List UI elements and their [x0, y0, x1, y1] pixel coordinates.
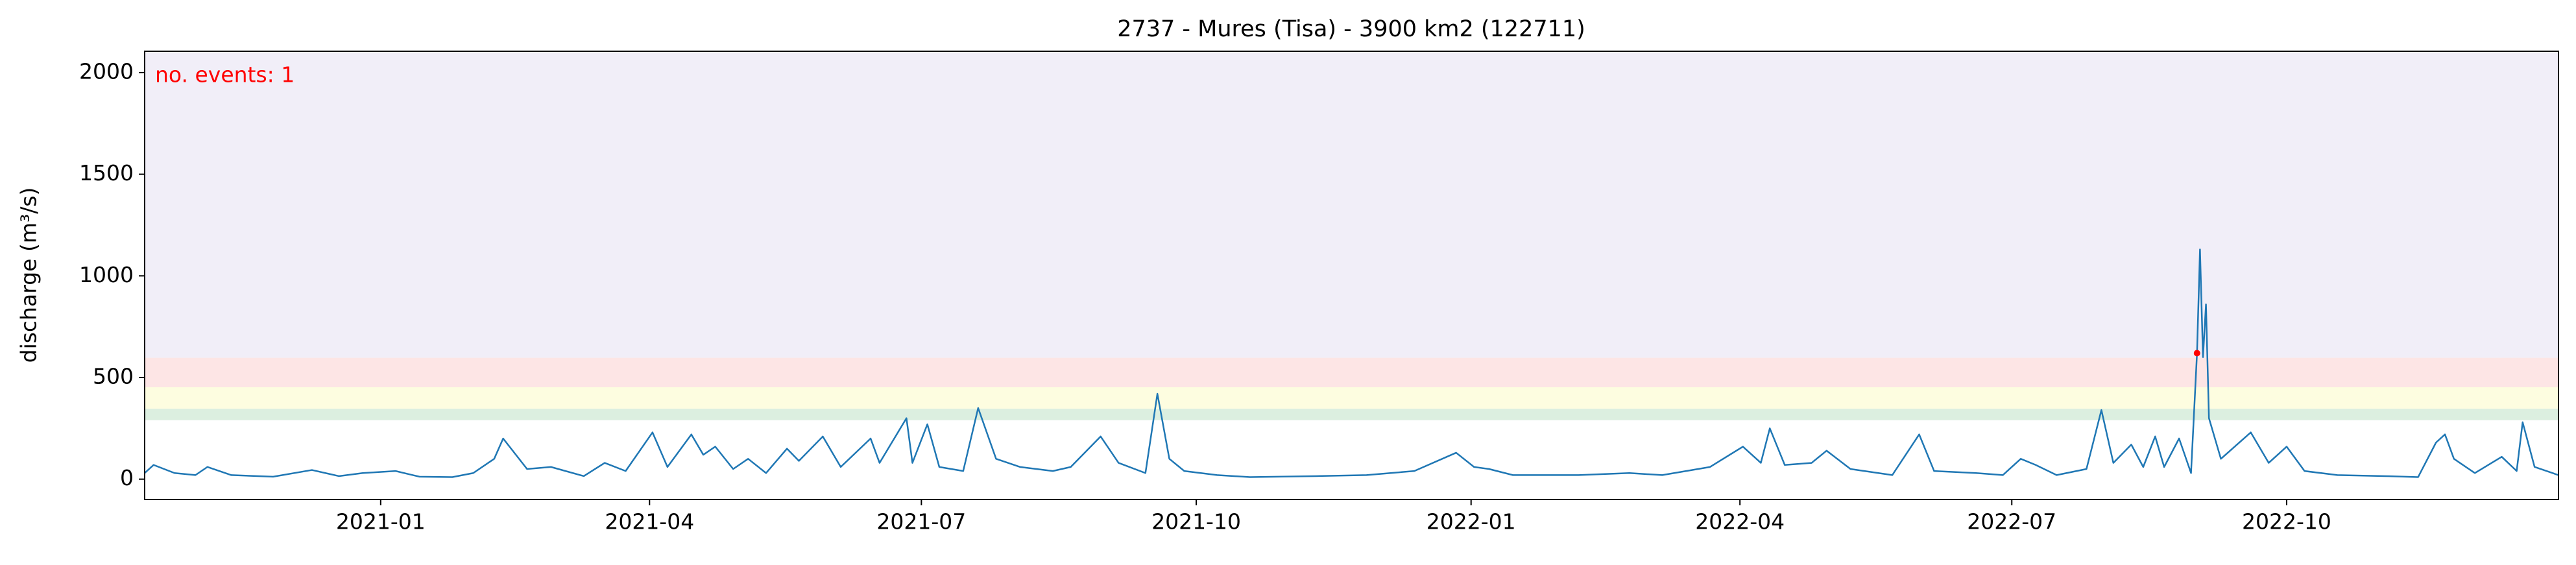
threshold-band	[145, 357, 2558, 388]
y-tick-label: 1000	[79, 262, 134, 287]
events-annotation: no. events: 1	[155, 62, 295, 88]
y-axis-label: discharge (m³/s)	[16, 187, 42, 363]
chart-title: 2737 - Mures (Tisa) - 3900 km2 (122711)	[1117, 16, 1585, 42]
x-tick-label: 2021-04	[605, 509, 694, 535]
threshold-band	[145, 387, 2558, 409]
x-tick-label: 2022-01	[1426, 509, 1516, 535]
plot-frame	[144, 51, 2559, 500]
threshold-band	[145, 408, 2558, 420]
x-tick-label: 2022-07	[1967, 509, 2056, 535]
y-tick-label: 2000	[79, 58, 134, 84]
x-tick-label: 2021-07	[876, 509, 966, 535]
discharge-line	[144, 248, 2559, 478]
y-tick-label: 1500	[79, 160, 134, 186]
x-tick-label: 2022-10	[2242, 509, 2331, 535]
event-marker	[2193, 350, 2200, 357]
y-tick-label: 0	[120, 465, 134, 490]
x-tick-label: 2022-04	[1695, 509, 1785, 535]
y-tick-label: 500	[93, 363, 134, 389]
x-tick-label: 2021-10	[1151, 509, 1241, 535]
threshold-band	[145, 51, 2558, 358]
x-tick-label: 2021-01	[336, 509, 426, 535]
